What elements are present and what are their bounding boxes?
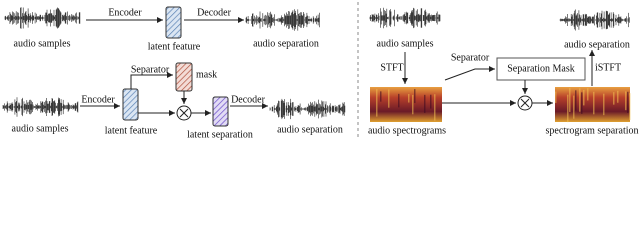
label: Separation Mask xyxy=(507,63,575,74)
diagram: audio samples Encoder latent feature Dec… xyxy=(2,2,639,140)
spectrogram-stripe xyxy=(376,89,378,117)
spectrogram-stripe xyxy=(388,89,390,108)
spectrogram-stripe xyxy=(625,91,627,111)
mask-box xyxy=(496,57,586,81)
spectrogram-stripe xyxy=(613,92,615,105)
label: latent feature xyxy=(105,125,158,136)
label: mask xyxy=(196,69,217,80)
spectrogram-stripe xyxy=(398,93,400,108)
label: Encoder xyxy=(108,7,142,18)
spectrogram-stripe xyxy=(587,88,589,101)
label: Decoder xyxy=(197,7,232,18)
label: audio separation xyxy=(564,39,630,50)
arrow xyxy=(130,72,173,89)
mask-box xyxy=(175,62,193,92)
spectrogram-stripe xyxy=(579,88,581,112)
label: audio samples xyxy=(377,38,434,49)
spectrogram-stripe xyxy=(430,94,432,109)
spectrogram-stripe xyxy=(593,91,595,115)
arrow xyxy=(444,66,495,81)
spectrogram-stripe xyxy=(581,92,583,114)
waveforms xyxy=(2,7,630,120)
spectrogram xyxy=(370,87,442,122)
label: audio samples xyxy=(14,38,71,49)
spectrogram-stripe xyxy=(629,93,631,120)
spectrogram-stripe xyxy=(569,88,571,112)
latent-box xyxy=(122,88,139,121)
spectrogram-stripe xyxy=(573,95,575,119)
spectrogram-stripe xyxy=(412,94,414,115)
label: audio separation xyxy=(277,124,343,135)
spectrogram-stripe xyxy=(408,94,410,103)
waveform xyxy=(369,7,441,29)
spectrogram-stripe xyxy=(567,94,569,123)
label: audio separation xyxy=(253,38,319,49)
multiply-sign xyxy=(520,98,530,108)
waveform xyxy=(2,97,79,117)
waveform xyxy=(559,9,630,31)
spectrogram-stripe xyxy=(603,93,605,116)
latent-sep-box xyxy=(212,96,229,127)
spectrogram-stripe xyxy=(434,94,436,121)
spectrogram-stripe xyxy=(380,91,382,102)
label: spectrogram separation xyxy=(545,125,638,136)
multiply-sign xyxy=(179,108,189,118)
spectrogram-stripe xyxy=(414,89,416,104)
spectrogram-stripe xyxy=(424,94,426,113)
label: iSTFT xyxy=(595,62,621,73)
label: Encoder xyxy=(81,94,115,105)
waveform xyxy=(269,98,346,120)
label: audio samples xyxy=(12,123,69,134)
label: Decoder xyxy=(231,94,266,105)
spectrogram-bg xyxy=(555,87,630,122)
waveform xyxy=(245,9,320,31)
spectrogram-stripe xyxy=(583,89,585,106)
latent-box xyxy=(165,6,182,39)
spectrogram-stripe xyxy=(617,90,619,103)
label: Separator xyxy=(131,64,170,75)
label: latent feature xyxy=(148,41,201,52)
spectrogram-stripe xyxy=(627,91,629,113)
spectrogram-stripe xyxy=(575,90,577,111)
label: audio spectrograms xyxy=(368,125,446,136)
label: Separator xyxy=(451,52,490,63)
waveform xyxy=(4,7,81,29)
label: latent separation xyxy=(187,129,253,140)
spectrogram-stripe xyxy=(555,91,557,104)
label: STFT xyxy=(380,62,403,73)
spectrogram xyxy=(555,87,631,123)
